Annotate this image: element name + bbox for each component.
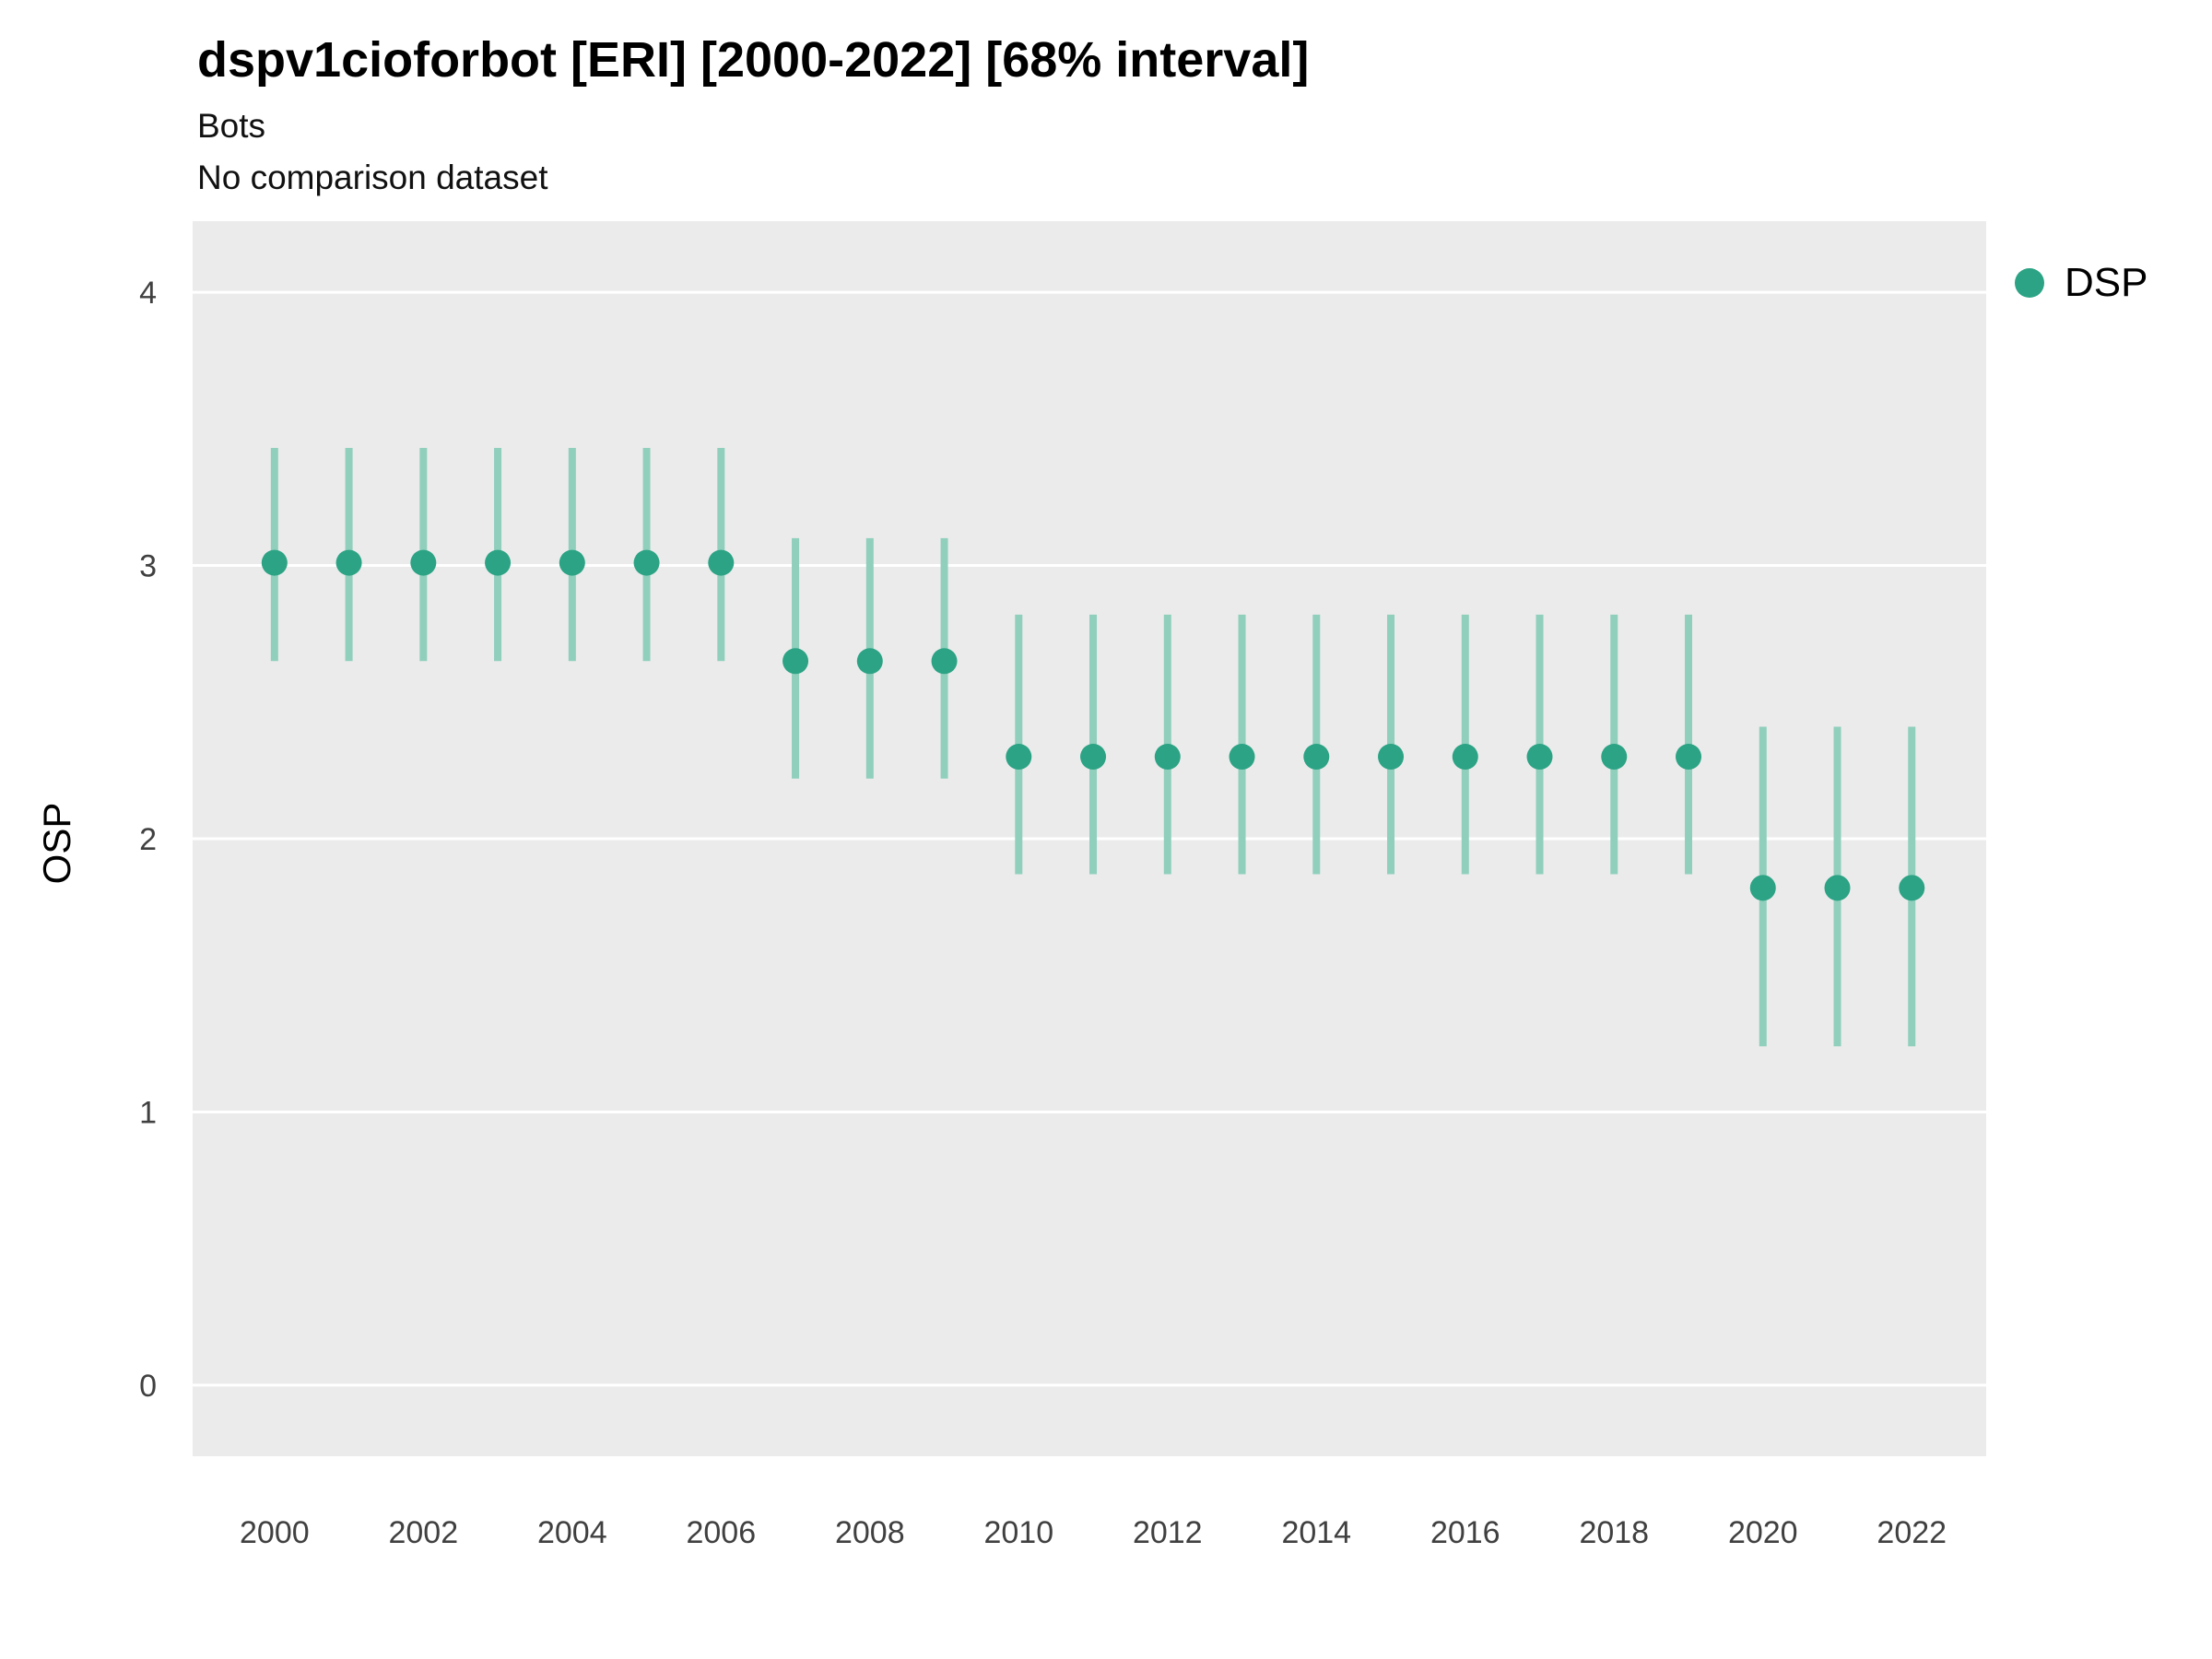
y-tick-label: 0 [139, 1369, 157, 1404]
x-tick-label: 2018 [1579, 1515, 1649, 1550]
data-point [1378, 744, 1405, 771]
data-point [856, 648, 883, 675]
x-tick-label: 2020 [1728, 1515, 1798, 1550]
data-point [1080, 744, 1107, 771]
data-point [335, 549, 362, 576]
data-point [931, 648, 958, 675]
y-tick-label: 1 [139, 1095, 157, 1130]
data-point [782, 648, 809, 675]
chart-subtitle: Bots [197, 107, 266, 145]
data-point [1601, 744, 1628, 771]
x-tick-label: 2012 [1133, 1515, 1203, 1550]
data-point [1452, 744, 1478, 771]
data-point [1526, 744, 1553, 771]
comparison-note: No comparison dataset [197, 159, 548, 196]
legend: DSP [2015, 260, 2147, 306]
data-point [485, 549, 512, 576]
y-tick-label: 3 [139, 549, 157, 584]
data-point [559, 549, 585, 576]
data-point [1006, 744, 1032, 771]
x-tick-label: 2006 [686, 1515, 756, 1550]
data-point [410, 549, 437, 576]
x-tick-label: 2010 [983, 1515, 1053, 1550]
data-point [1303, 744, 1330, 771]
x-tick-label: 2002 [388, 1515, 458, 1550]
x-tick-label: 2016 [1430, 1515, 1500, 1550]
data-point [633, 549, 660, 576]
legend-label: DSP [2065, 260, 2148, 305]
data-point [261, 549, 288, 576]
data-point [1749, 875, 1776, 901]
x-tick-label: 2004 [537, 1515, 607, 1550]
data-point [1154, 744, 1181, 771]
data-point [1824, 875, 1851, 901]
chart-title: dspv1cioforbot [ERI] [2000-2022] [68% in… [197, 32, 1310, 88]
legend-marker-icon [2015, 268, 2044, 298]
x-tick-label: 2014 [1281, 1515, 1351, 1550]
x-tick-label: 2008 [835, 1515, 905, 1550]
data-point [1899, 875, 1925, 901]
x-tick-label: 2000 [240, 1515, 310, 1550]
data-point [1229, 744, 1255, 771]
y-axis-title: OSP [35, 802, 78, 885]
data-point [708, 549, 735, 576]
y-tick-label: 2 [139, 822, 157, 857]
y-tick-label: 4 [139, 276, 157, 311]
x-tick-label: 2022 [1877, 1515, 1947, 1550]
data-point [1676, 744, 1702, 771]
